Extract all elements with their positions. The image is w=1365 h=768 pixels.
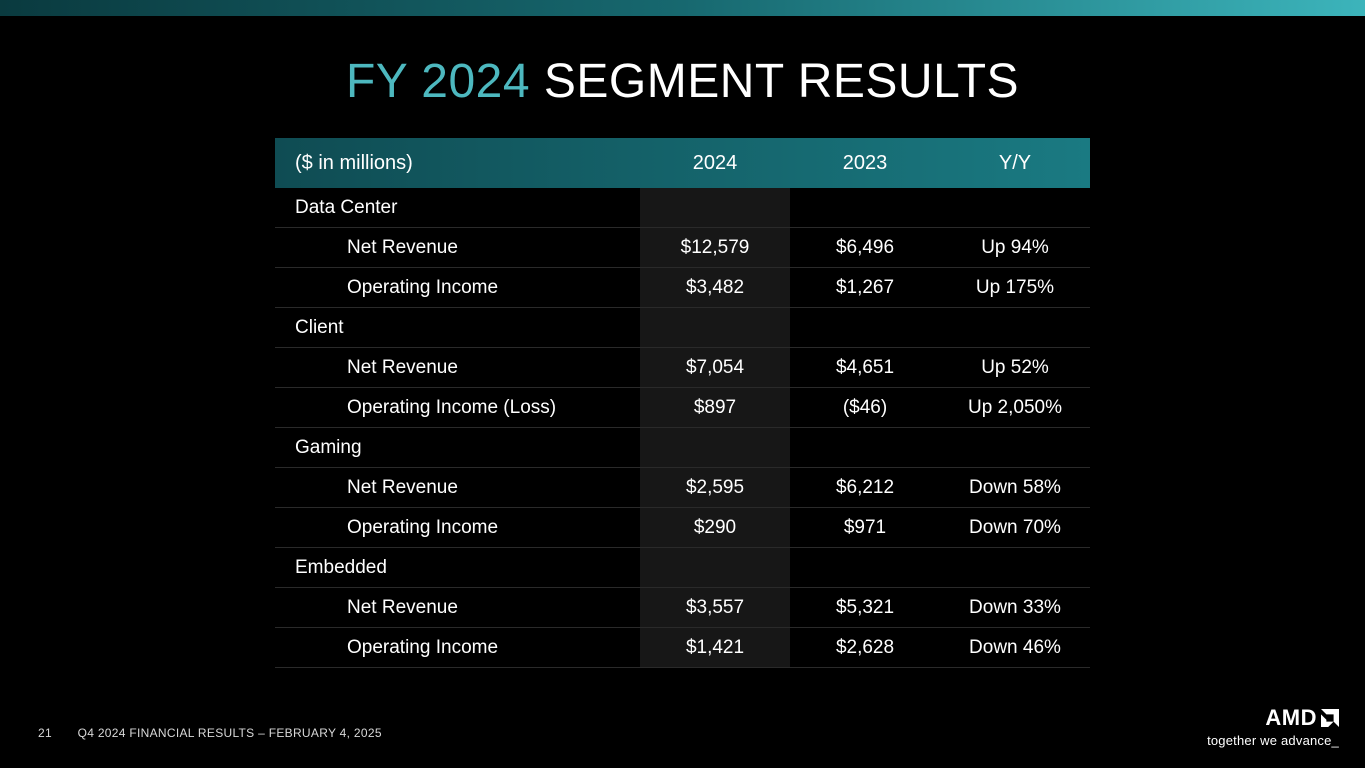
metric-label: Net Revenue xyxy=(275,237,640,259)
value-2023: $5,321 xyxy=(790,597,940,619)
section-header-row: Embedded xyxy=(275,548,1090,588)
amd-arrow-icon xyxy=(1321,709,1339,727)
value-2024: $3,482 xyxy=(640,268,790,307)
section-name: Data Center xyxy=(275,197,640,219)
metric-label: Operating Income xyxy=(275,277,640,299)
header-col-yoy: Y/Y xyxy=(940,152,1090,175)
value-yoy: Up 52% xyxy=(940,357,1090,379)
value-2023: $6,212 xyxy=(790,477,940,499)
value-2024: $7,054 xyxy=(640,348,790,387)
metric-label: Operating Income xyxy=(275,637,640,659)
title-main: SEGMENT RESULTS xyxy=(530,55,1019,108)
table-body: Data CenterNet Revenue$12,579$6,496Up 94… xyxy=(275,188,1090,668)
value-yoy: Up 2,050% xyxy=(940,397,1090,419)
brand-tagline: together we advance_ xyxy=(1207,733,1339,748)
table-row: Net Revenue$7,054$4,651Up 52% xyxy=(275,348,1090,388)
value-yoy: Down 58% xyxy=(940,477,1090,499)
metric-label: Net Revenue xyxy=(275,357,640,379)
value-yoy: Down 33% xyxy=(940,597,1090,619)
table-row: Net Revenue$3,557$5,321Down 33% xyxy=(275,588,1090,628)
value-2023: $6,496 xyxy=(790,237,940,259)
cell-empty xyxy=(640,548,790,587)
value-yoy: Down 46% xyxy=(940,637,1090,659)
value-2024: $3,557 xyxy=(640,588,790,627)
page-number: 21 xyxy=(38,726,52,740)
table-header-row: ($ in millions) 2024 2023 Y/Y xyxy=(275,138,1090,188)
table-row: Operating Income$290$971Down 70% xyxy=(275,508,1090,548)
section-name: Embedded xyxy=(275,557,640,579)
cell-empty xyxy=(640,308,790,347)
value-2023: $2,628 xyxy=(790,637,940,659)
metric-label: Net Revenue xyxy=(275,597,640,619)
metric-label: Net Revenue xyxy=(275,477,640,499)
value-2024: $897 xyxy=(640,388,790,427)
slide-title: FY 2024 SEGMENT RESULTS xyxy=(0,54,1365,109)
table-row: Operating Income (Loss)$897($46)Up 2,050… xyxy=(275,388,1090,428)
value-2024: $1,421 xyxy=(640,628,790,667)
value-2024: $2,595 xyxy=(640,468,790,507)
cell-empty xyxy=(640,428,790,467)
value-2023: ($46) xyxy=(790,397,940,419)
metric-label: Operating Income (Loss) xyxy=(275,397,640,419)
cell-empty xyxy=(640,188,790,227)
footer-text: Q4 2024 FINANCIAL RESULTS – FEBRUARY 4, … xyxy=(78,726,382,740)
value-yoy: Up 94% xyxy=(940,237,1090,259)
value-yoy: Down 70% xyxy=(940,517,1090,539)
brand-logo-text: AMD xyxy=(1265,705,1317,731)
table-row: Net Revenue$12,579$6,496Up 94% xyxy=(275,228,1090,268)
section-header-row: Gaming xyxy=(275,428,1090,468)
value-2023: $971 xyxy=(790,517,940,539)
metric-label: Operating Income xyxy=(275,517,640,539)
table-row: Net Revenue$2,595$6,212Down 58% xyxy=(275,468,1090,508)
header-col-2023: 2023 xyxy=(790,152,940,175)
value-2023: $4,651 xyxy=(790,357,940,379)
header-col-2024: 2024 xyxy=(640,138,790,188)
section-header-row: Client xyxy=(275,308,1090,348)
table-row: Operating Income$1,421$2,628Down 46% xyxy=(275,628,1090,668)
value-2023: $1,267 xyxy=(790,277,940,299)
title-accent: FY 2024 xyxy=(346,55,530,108)
top-accent-bar xyxy=(0,0,1365,16)
segment-results-table: ($ in millions) 2024 2023 Y/Y Data Cente… xyxy=(275,138,1090,668)
table-row: Operating Income$3,482$1,267Up 175% xyxy=(275,268,1090,308)
value-2024: $12,579 xyxy=(640,228,790,267)
brand-logo-block: AMD together we advance_ xyxy=(1207,705,1339,748)
slide-footer: 21 Q4 2024 FINANCIAL RESULTS – FEBRUARY … xyxy=(38,726,382,740)
value-2024: $290 xyxy=(640,508,790,547)
section-header-row: Data Center xyxy=(275,188,1090,228)
header-label: ($ in millions) xyxy=(275,152,640,175)
section-name: Gaming xyxy=(275,437,640,459)
value-yoy: Up 175% xyxy=(940,277,1090,299)
section-name: Client xyxy=(275,317,640,339)
